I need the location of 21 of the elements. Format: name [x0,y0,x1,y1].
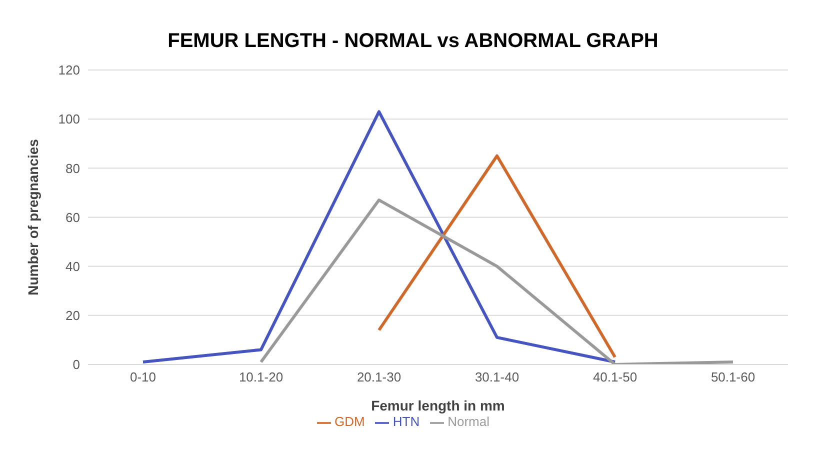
y-tick-label: 0 [72,357,80,372]
y-tick-label: 40 [66,258,80,274]
x-tick-label: 0-10 [130,370,156,385]
y-tick-label: 100 [58,112,80,127]
x-tick-label: 20.1-30 [356,370,402,385]
y-tick-label: 120 [58,62,80,78]
x-axis-title: Femur length in mm [371,397,505,414]
chart-title: FEMUR LENGTH - NORMAL vs ABNORMAL GRAPH [166,29,660,54]
line-series [142,110,616,364]
line-series [260,198,734,364]
x-tick-label: 30.1-40 [474,370,520,385]
legend-label: Normal [448,414,490,430]
y-axis-title: Number of pregnancies [24,138,41,296]
x-tick-label: 40.1-50 [592,370,638,385]
y-tick-label: 60 [66,210,80,225]
x-tick-label: 50.1-60 [710,370,756,385]
legend-label: GDM [334,414,365,430]
legend-label: HTN [392,414,420,430]
x-tick-label: 10.1-20 [238,370,284,385]
y-tick-label: 80 [66,160,80,176]
y-tick-label: 20 [66,308,80,323]
